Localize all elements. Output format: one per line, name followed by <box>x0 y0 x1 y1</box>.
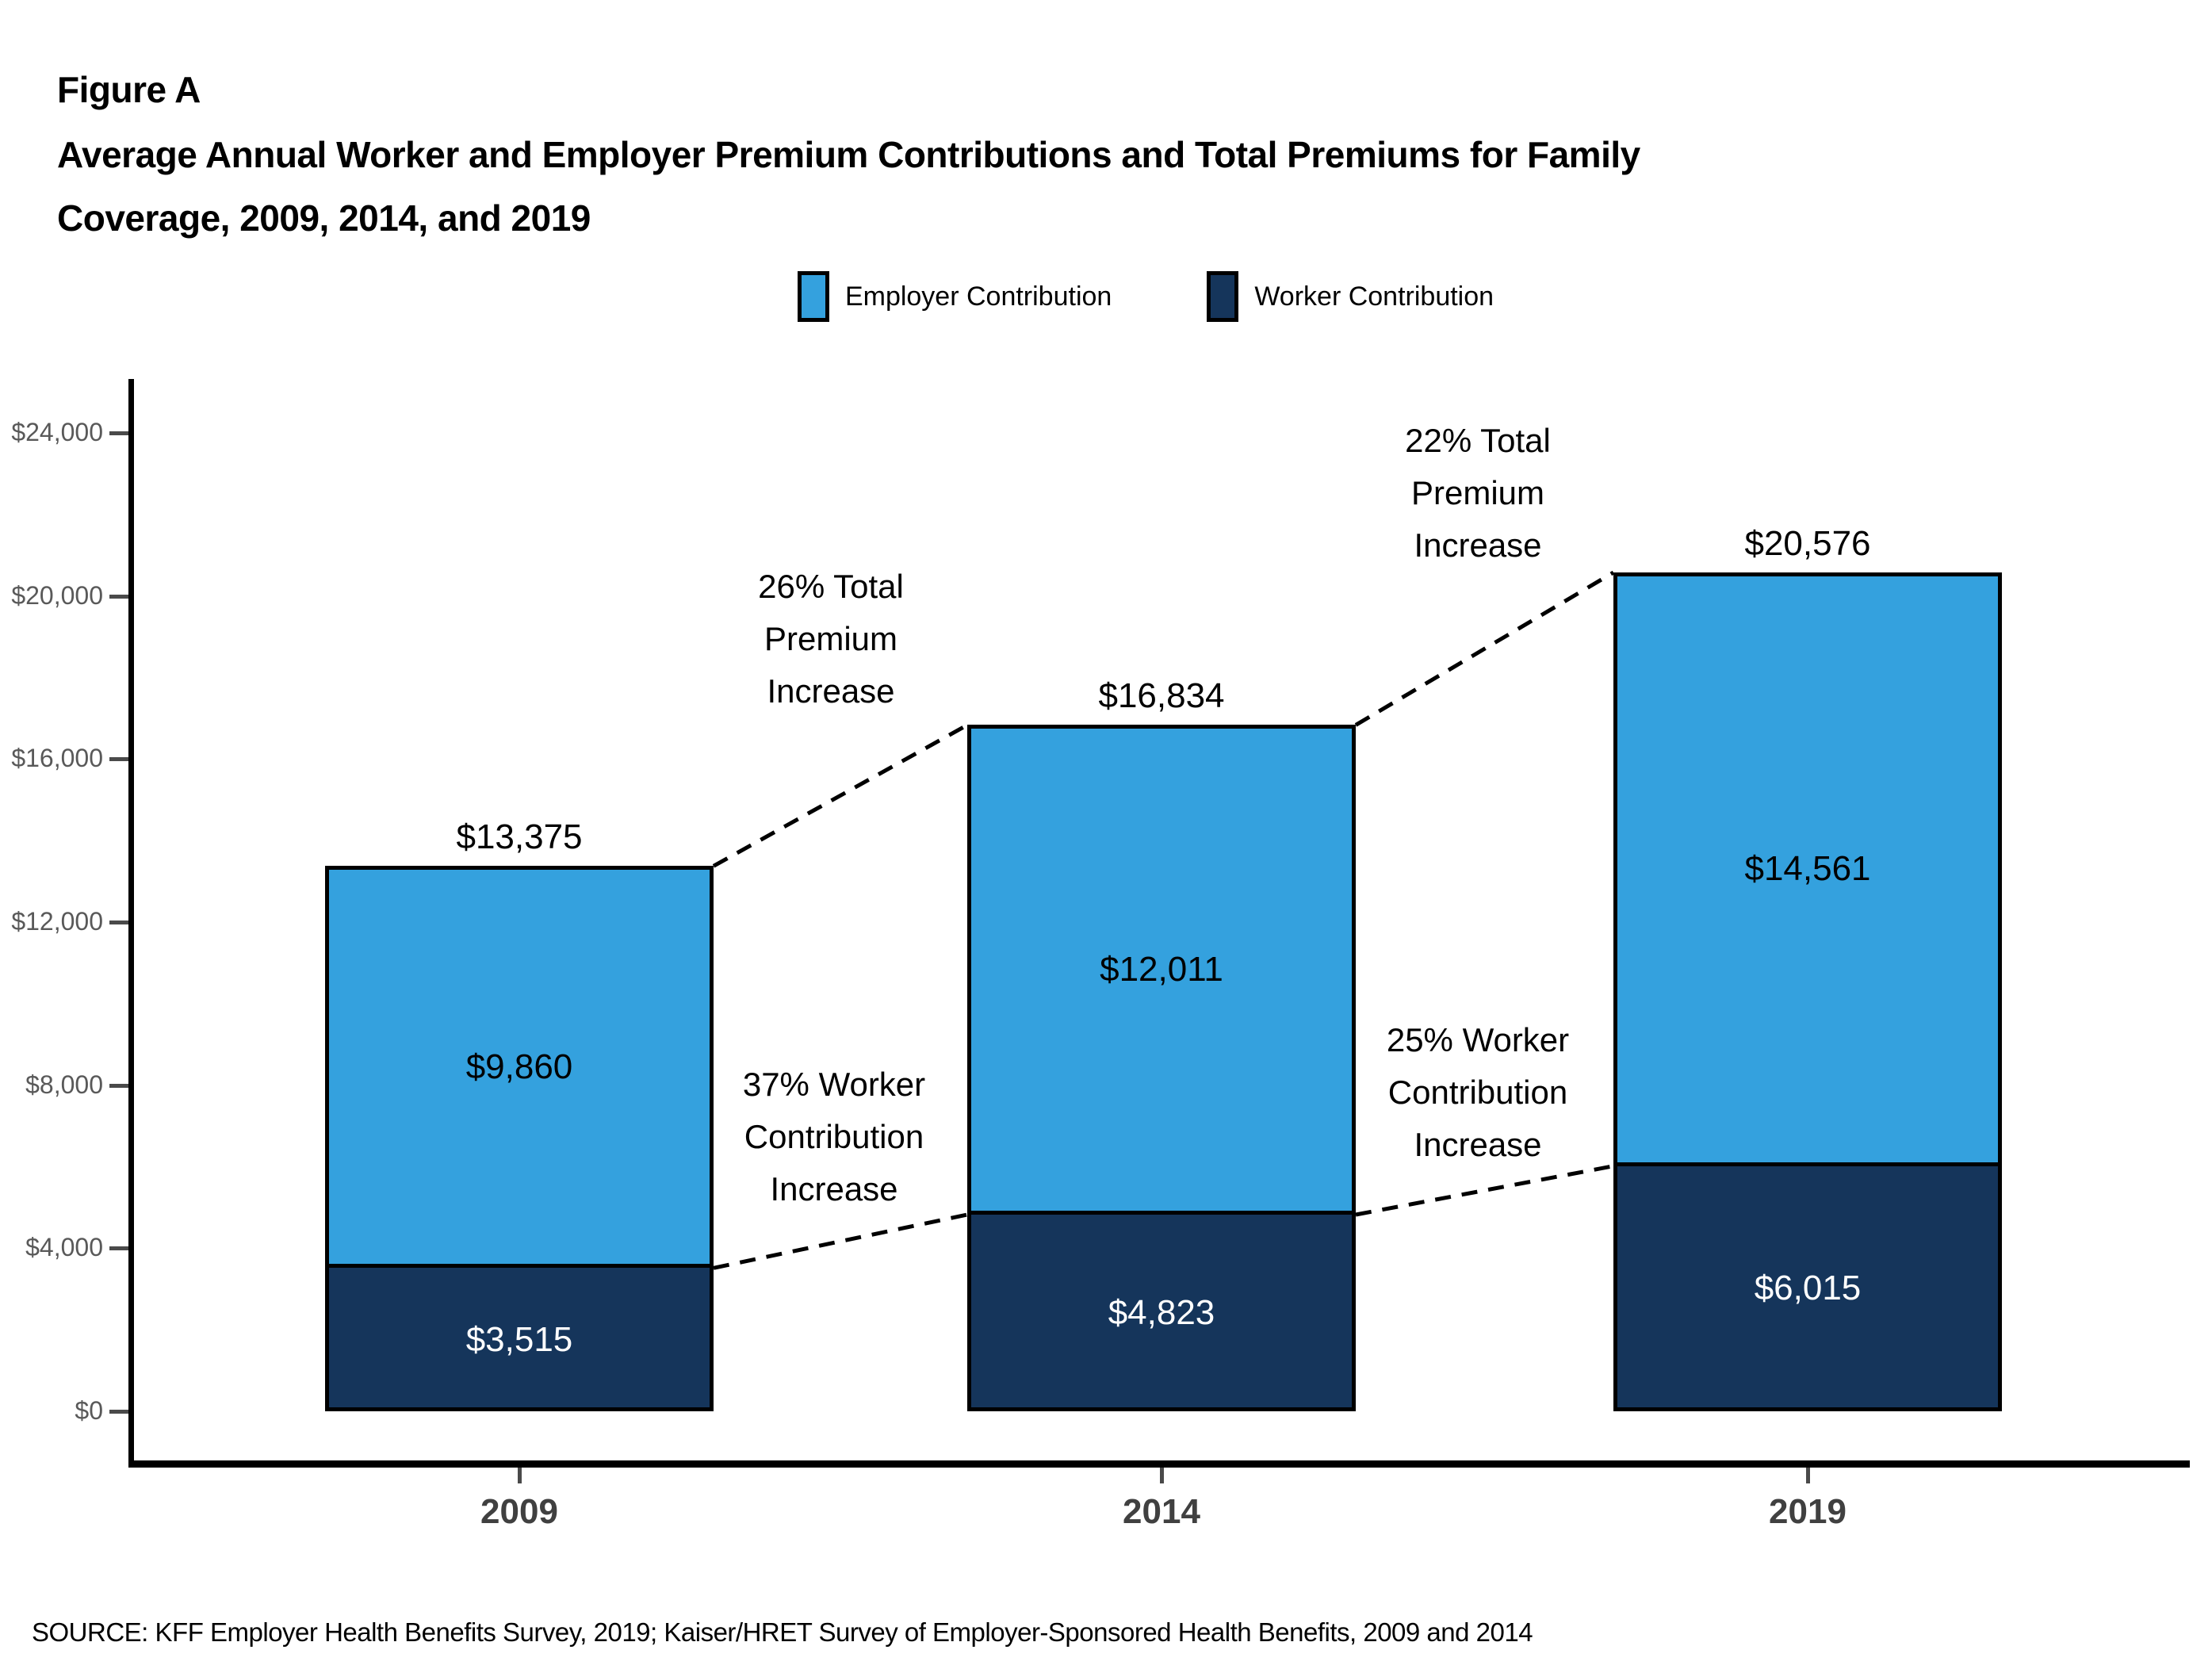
y-axis-tick <box>109 1246 128 1251</box>
legend-label-employer: Employer Contribution <box>844 281 1112 312</box>
legend: Employer Contribution Worker Contributio… <box>40 271 2212 322</box>
annotation-line: Premium <box>1410 474 1545 511</box>
worker-value-label-2019: $6,015 <box>1754 1269 1862 1308</box>
legend-label-worker: Worker Contribution <box>1254 281 1494 312</box>
chart-title-line-2: Coverage, 2009, 2014, and 2019 <box>57 197 591 239</box>
annotation-worker-contribution-increase-2009-2014: 37% Worker Contribution Increase <box>644 1058 1024 1215</box>
total-premium-connector-2014-2019 <box>1354 570 1615 727</box>
annotation-line: 37% Worker <box>742 1066 926 1103</box>
annotation-line: Increase <box>767 672 895 710</box>
y-axis-tick <box>109 1410 128 1414</box>
legend-swatch-employer-icon <box>797 271 829 322</box>
y-axis-tick-label: $20,000 <box>11 580 103 610</box>
y-axis-tick-label: $0 <box>75 1396 103 1425</box>
employer-value-label-2009: $9,860 <box>465 1047 573 1086</box>
y-axis-tick <box>109 431 128 435</box>
bar-segment-employer-2019 <box>1613 572 2002 1411</box>
x-axis-label-2019: 2019 <box>1769 1492 1847 1531</box>
legend-item-worker-contribution: Worker Contribution <box>1207 271 1494 322</box>
y-axis-tick-label: $8,000 <box>25 1070 103 1099</box>
annotation-total-premium-increase-2009-2014: 26% Total Premium Increase <box>641 561 1021 718</box>
y-axis-tick-label: $12,000 <box>11 907 103 936</box>
annotation-total-premium-increase-2014-2019: 22% Total Premium Increase <box>1288 415 1668 572</box>
source-note: SOURCE: KFF Employer Health Benefits Sur… <box>32 1617 1533 1647</box>
annotation-line: Increase <box>770 1170 898 1208</box>
figure-label: Figure A <box>57 69 201 110</box>
annotation-worker-contribution-increase-2014-2019: 25% Worker Contribution Increase <box>1288 1014 1668 1171</box>
annotation-line: Increase <box>1414 1126 1542 1163</box>
y-axis-tick <box>109 757 128 762</box>
bar-segment-worker-2019 <box>1617 1162 1998 1407</box>
worker-contribution-connector-2014-2019 <box>1355 1164 1614 1217</box>
x-axis-label-2009: 2009 <box>480 1492 558 1531</box>
bar-segment-worker-2009 <box>329 1264 710 1407</box>
annotation-line: Premium <box>763 620 898 657</box>
x-axis-label-2014: 2014 <box>1123 1492 1200 1531</box>
y-axis-tick-label: $24,000 <box>11 418 103 446</box>
total-premium-label-2019: $20,576 <box>1744 524 1871 564</box>
y-axis-tick-label: $4,000 <box>25 1233 103 1262</box>
total-premium-label-2009: $13,375 <box>456 817 583 857</box>
annotation-line: Contribution <box>744 1118 924 1155</box>
worker-contribution-connector-2009-2014 <box>713 1212 968 1270</box>
y-axis-tick <box>109 1083 128 1088</box>
x-axis-line <box>128 1460 2190 1468</box>
chart-title-line-1: Average Annual Worker and Employer Premi… <box>57 134 1640 175</box>
bar-segment-worker-2014 <box>971 1211 1352 1407</box>
total-premium-connector-2009-2014 <box>712 723 969 868</box>
y-axis-tick <box>109 921 128 924</box>
y-axis-tick <box>109 594 128 599</box>
bar-segment-employer-2014 <box>967 725 1356 1411</box>
employer-value-label-2019: $14,561 <box>1744 849 1871 889</box>
x-axis-tick-2009 <box>518 1468 522 1483</box>
legend-swatch-worker-icon <box>1207 271 1239 322</box>
x-axis-tick-2014 <box>1160 1468 1164 1483</box>
y-axis-line <box>128 379 134 1468</box>
annotation-line: 25% Worker <box>1386 1021 1570 1058</box>
annotation-line: 22% Total <box>1405 422 1551 459</box>
worker-value-label-2014: $4,823 <box>1108 1293 1215 1332</box>
employer-value-label-2014: $12,011 <box>1100 950 1223 989</box>
bar-segment-employer-2009 <box>325 866 714 1411</box>
annotation-line: Increase <box>1414 526 1542 564</box>
annotation-line: 26% Total <box>758 568 904 605</box>
worker-value-label-2009: $3,515 <box>465 1319 573 1359</box>
legend-item-employer-contribution: Employer Contribution <box>797 271 1112 322</box>
x-axis-tick-2019 <box>1806 1468 1810 1483</box>
total-premium-label-2014: $16,834 <box>1098 676 1225 716</box>
annotation-line: Contribution <box>1387 1074 1568 1111</box>
y-axis-tick-label: $16,000 <box>11 744 103 773</box>
